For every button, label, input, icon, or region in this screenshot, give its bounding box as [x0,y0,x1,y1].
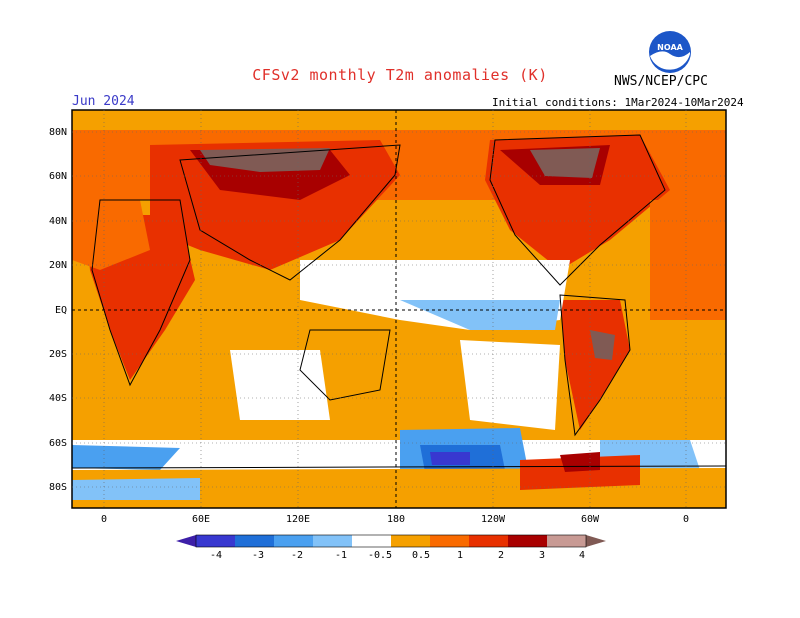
lat-label: 60N [49,171,67,182]
colorbar-swatch [469,535,508,547]
coastlines [72,134,726,469]
lon-label: 180 [387,514,405,525]
lat-label: 80N [49,127,67,138]
colorbar-label: -1 [335,550,347,561]
colorbar-arrow-right [586,535,606,547]
colorbar-swatch [196,535,235,547]
lon-label: 120E [286,514,310,525]
lat-label: EQ [55,305,67,316]
lat-label: 40N [49,216,67,227]
forecast-month: Jun 2024 [72,94,135,109]
colorbar-swatch [391,535,430,547]
lon-label: 60E [192,514,210,525]
longitude-labels: 0 60E 120E 180 120W 60W 0 [101,514,689,525]
lon-label: 60W [581,514,600,525]
lat-label: 20S [49,349,67,360]
colorbar-arrow-left [176,535,196,547]
lat-label: 20N [49,260,67,271]
colorbar-label: -0.5 [368,550,392,561]
colorbar-swatch [274,535,313,547]
lat-label: 80S [49,482,67,493]
graticule [72,110,726,508]
map-frame [71,109,727,509]
lat-label: 40S [49,393,67,404]
colorbar-swatch [430,535,469,547]
lon-label: 0 [101,514,107,525]
colorbar-label: 4 [579,550,585,561]
colorbar-label: 3 [539,550,545,561]
colorbar: -4 -3 -2 -1 -0.5 0.5 1 2 3 4 [176,534,606,561]
lon-label: 0 [683,514,689,525]
colorbar-label: 0.5 [412,550,430,561]
colorbar-label: 1 [457,550,463,561]
lon-label: 120W [481,514,506,525]
colorbar-label: 2 [498,550,504,561]
colorbar-swatch [313,535,352,547]
colorbar-swatch [508,535,547,547]
noaa-logo-icon: NOAA [649,31,691,73]
colorbar-swatch [235,535,274,547]
latitude-labels: 80N 60N 40N 20N EQ 20S 40S 60S 80S [49,127,67,493]
svg-text:NOAA: NOAA [657,43,683,52]
anomaly-field [72,110,726,508]
initial-conditions: Initial conditions: 1Mar2024-10Mar2024 [492,96,744,109]
colorbar-label: -3 [252,550,264,561]
colorbar-label: -4 [210,550,222,561]
colorbar-swatch [547,535,586,547]
agency-label: NWS/NCEP/CPC [614,74,708,89]
colorbar-swatch [352,535,391,547]
map-title: CFSv2 monthly T2m anomalies (K) [252,66,548,84]
colorbar-label: -2 [291,550,303,561]
lat-label: 60S [49,438,67,449]
